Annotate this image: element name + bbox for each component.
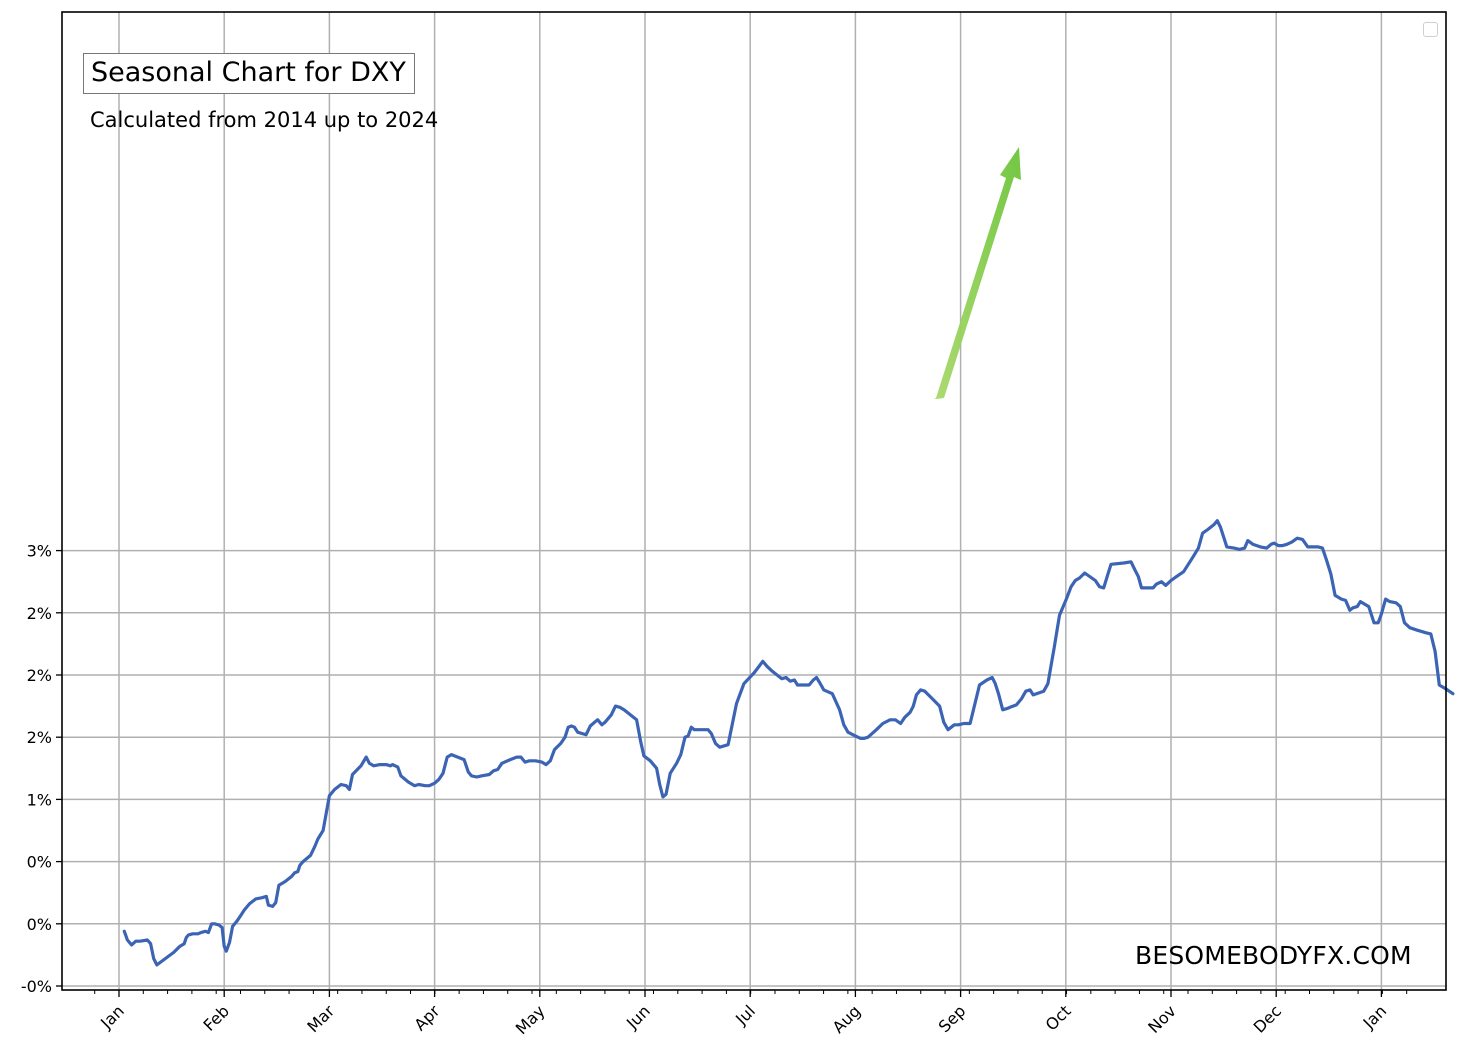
y-tick-label: 2% — [27, 666, 52, 685]
x-tick-label: Mar — [303, 1001, 338, 1036]
x-tick-label: Sep — [935, 1001, 970, 1036]
y-tick-label: 0% — [27, 853, 52, 872]
x-tick-label: Aug — [829, 1001, 865, 1037]
y-tick-label: 1% — [27, 790, 52, 809]
legend-icon — [1423, 22, 1438, 37]
x-tick-label: Jan — [96, 1001, 128, 1033]
y-tick-label: 3% — [27, 542, 52, 561]
y-tick-label: 2% — [27, 604, 52, 623]
x-tick-label: Jun — [622, 1001, 654, 1033]
x-tick-label: Jan — [1359, 1001, 1391, 1033]
x-tick-label: Apr — [410, 1001, 443, 1034]
plot-frame — [61, 11, 1447, 991]
y-axis: -0% 0% 0% 1% 2% 2% 2% 3% — [21, 542, 62, 996]
x-tick-label: Jul — [731, 1001, 759, 1029]
x-tick-label: Dec — [1250, 1001, 1285, 1036]
y-tick-label: -0% — [21, 977, 52, 996]
x-tick-label: Nov — [1144, 1001, 1180, 1037]
watermark-text: BESOMEBODYFX.COM — [1135, 941, 1412, 970]
x-tick-label: Feb — [200, 1001, 233, 1034]
series-line — [122, 519, 1455, 967]
uptrend-arrow — [934, 147, 1021, 399]
y-tick-label: 0% — [27, 915, 52, 934]
x-axis: Jan Feb Mar Apr May Jun Jul Aug Sep Oct Nov Dec Jan — [94, 990, 1408, 1038]
chart-subtitle: Calculated from 2014 up to 2024 — [90, 108, 439, 132]
x-tick-label: Oct — [1042, 1001, 1075, 1034]
chart-title: Seasonal Chart for DXY — [83, 53, 415, 94]
grid-lines — [62, 12, 1446, 990]
y-tick-label: 2% — [27, 728, 52, 747]
x-tick-label: May — [512, 1001, 549, 1038]
